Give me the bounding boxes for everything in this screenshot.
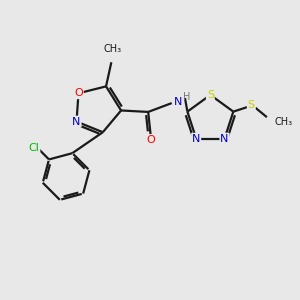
- Text: Cl: Cl: [28, 143, 40, 153]
- Text: CH₃: CH₃: [103, 44, 122, 54]
- Text: S: S: [248, 100, 255, 110]
- Text: O: O: [74, 88, 83, 98]
- Text: CH₃: CH₃: [274, 117, 292, 127]
- Text: O: O: [146, 136, 155, 146]
- Text: N: N: [72, 117, 81, 127]
- Text: N: N: [174, 97, 182, 106]
- Text: H: H: [183, 92, 190, 102]
- Text: N: N: [192, 134, 200, 144]
- Text: S: S: [207, 90, 214, 100]
- Text: N: N: [220, 134, 229, 144]
